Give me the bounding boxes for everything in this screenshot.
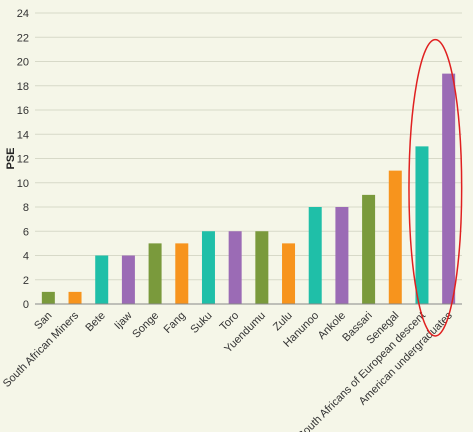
x-category-label: Suku: [188, 310, 214, 336]
bar-suku: [201, 231, 215, 304]
y-tick-label: 16: [17, 105, 29, 117]
y-tick-label: 4: [23, 251, 29, 263]
bar-toro: [228, 231, 242, 304]
bar-ankole: [335, 207, 349, 304]
x-category-label: San: [32, 310, 54, 332]
y-tick-label: 14: [17, 129, 29, 141]
bar-american-undergraduates: [442, 73, 456, 304]
bar-bassari: [362, 194, 376, 304]
x-category-label: Fang: [162, 310, 188, 336]
bar-hanunoo: [308, 207, 322, 304]
y-tick-label: 20: [17, 57, 29, 69]
bar-san: [41, 291, 55, 304]
bars: [41, 73, 456, 304]
bar-fang: [175, 243, 189, 304]
bar-yuendumu: [255, 231, 269, 304]
bar-senegal: [388, 170, 402, 304]
y-tick-label: 8: [23, 202, 29, 214]
y-tick-label: 12: [17, 154, 29, 166]
bar-bete: [95, 255, 109, 304]
x-category-label: Songe: [130, 310, 161, 341]
y-tick-label: 22: [17, 32, 29, 44]
x-category-label: Zulu: [271, 310, 295, 334]
y-axis-title: PSE: [5, 147, 17, 169]
y-tick-label: 6: [23, 226, 29, 238]
x-category-label: Ijaw: [112, 310, 134, 332]
y-tick-label: 18: [17, 81, 29, 93]
y-tick-label: 24: [17, 8, 29, 20]
y-tick-label: 10: [17, 178, 29, 190]
bar-south-africans-of-european-descent: [415, 146, 429, 304]
x-category-label: Bete: [83, 310, 107, 334]
y-tick-label: 0: [23, 299, 29, 311]
y-tick-label: 2: [23, 275, 29, 287]
bar-south-african-miners: [68, 291, 82, 304]
highlight-ellipse: [408, 38, 463, 337]
bar-ijaw: [121, 255, 135, 304]
bar-songe: [148, 243, 162, 304]
x-category-label: Toro: [218, 310, 242, 334]
bar-zulu: [282, 243, 296, 304]
